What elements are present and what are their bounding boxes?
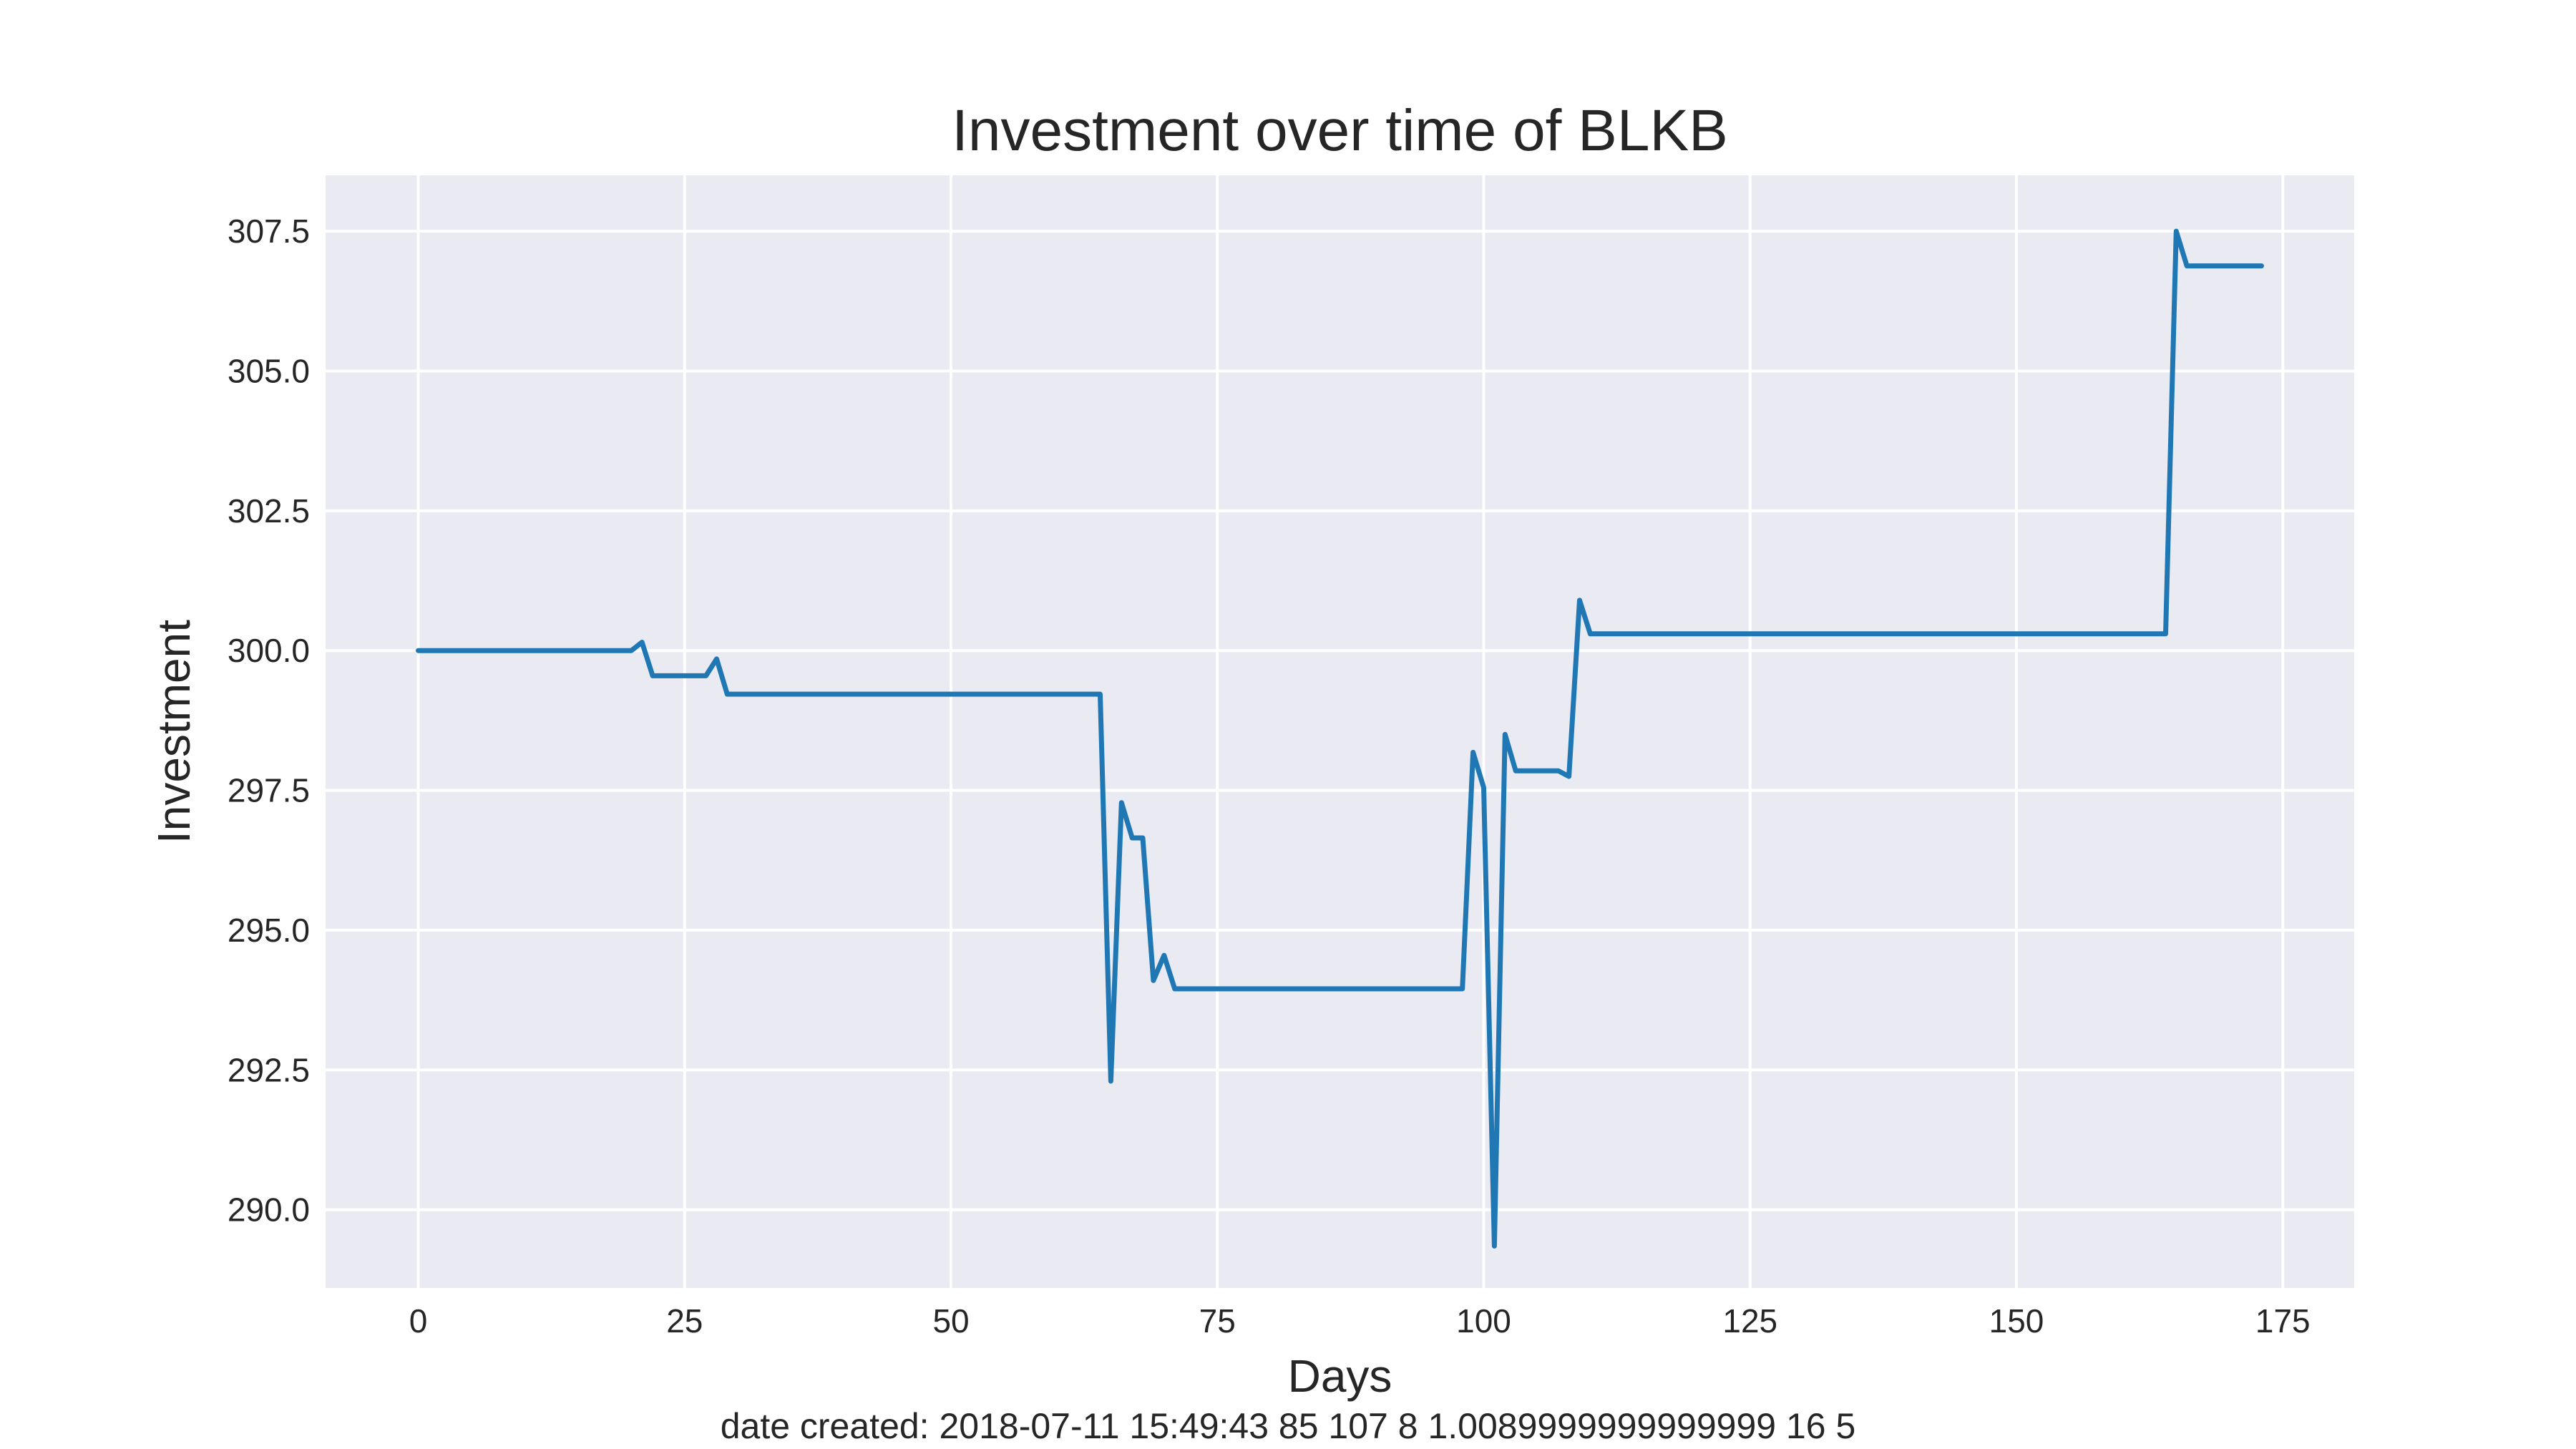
x-tick-label: 75 [1199,1302,1236,1340]
y-axis-label: Investment [148,620,200,844]
x-tick-label: 50 [932,1302,969,1340]
x-tick-label: 0 [409,1302,428,1340]
x-tick-label: 150 [1989,1302,2044,1340]
y-tick-label: 295.0 [228,912,310,949]
tick-labels: 0 25 50 75 100 125 150 175 290.0 292.5 295.0 297.5 3… [228,213,2311,1340]
footer-date-created: date created: 2018-07-11 15:49:43 85 107… [721,1406,1856,1446]
series-line [416,228,2264,1249]
x-axis-label: Days [1288,1350,1392,1402]
y-tick-label: 300.0 [228,632,310,669]
y-tick-label: 307.5 [228,213,310,250]
x-tick-label: 175 [2255,1302,2311,1340]
x-tick-label: 25 [666,1302,703,1340]
y-tick-label: 290.0 [228,1191,310,1229]
y-tick-label: 305.0 [228,352,310,389]
y-tick-label: 302.5 [228,492,310,530]
x-tick-label: 100 [1456,1302,1511,1340]
y-tick-label: 297.5 [228,772,310,809]
series-layer [416,228,2264,1249]
grid-lines [326,175,2354,1288]
x-tick-label: 125 [1722,1302,1777,1340]
plot-area [326,175,2354,1288]
y-tick-label: 292.5 [228,1051,310,1088]
chart-title: Investment over time of BLKB [952,98,1728,163]
